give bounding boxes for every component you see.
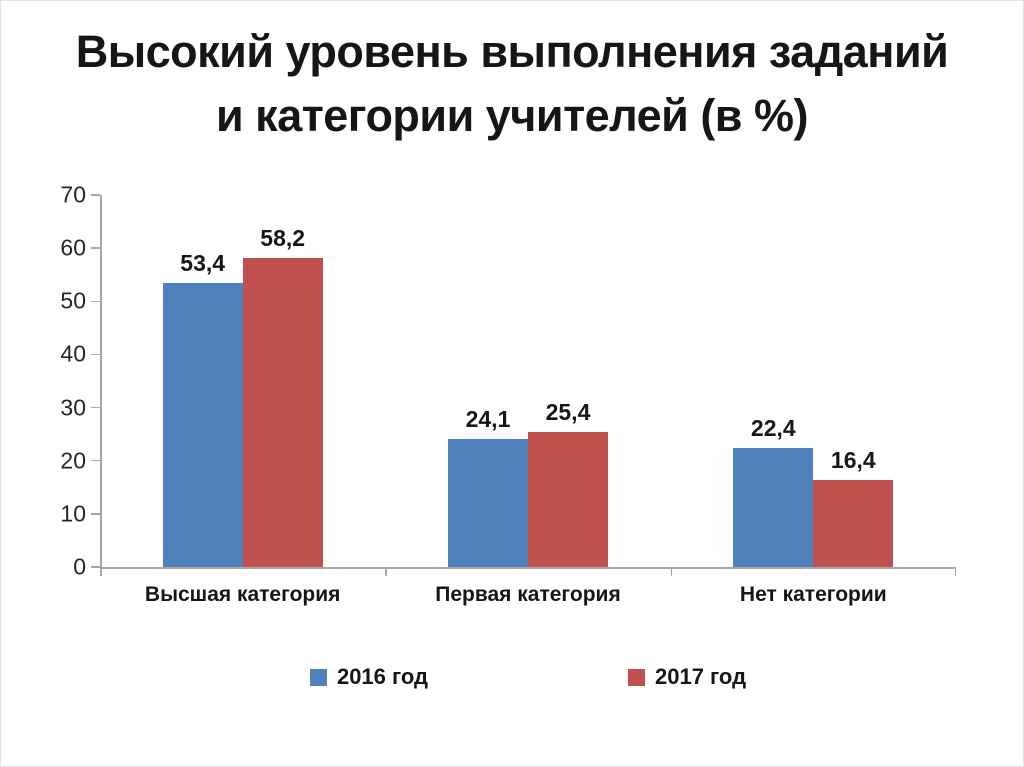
y-tick-label: 10 <box>60 500 86 527</box>
x-tick-mark <box>385 567 387 576</box>
category-label: Первая категория <box>435 583 621 606</box>
y-tick-mark <box>91 194 100 196</box>
legend-item: 2017 год <box>628 664 746 690</box>
x-tick-mark <box>954 567 956 576</box>
y-tick-mark <box>91 513 100 515</box>
y-tick-label: 0 <box>73 553 86 580</box>
bar-group: 24,1 25,4 <box>385 195 670 567</box>
legend-item: 2016 год <box>309 664 428 690</box>
category-label: Высшая категория <box>144 583 341 606</box>
y-axis-line <box>100 195 102 567</box>
bar-2016-год: 24,1 <box>447 406 528 567</box>
y-tick-mark <box>91 406 100 409</box>
y-tick-label: 60 <box>60 234 86 261</box>
y-tick-mark <box>91 459 100 462</box>
y-tick-label: 50 <box>60 287 86 314</box>
chart-title-line1: Высокий уровень выполнения заданий <box>75 26 949 77</box>
bar-2017-год: 25,4 <box>527 399 608 567</box>
x-axis-line <box>100 567 956 569</box>
y-tick-mark <box>91 566 100 568</box>
y-tick-mark <box>91 247 100 249</box>
bar-value-label: 25,4 <box>545 399 591 425</box>
chart-title-line2: и категории учителей (в %) <box>216 90 808 141</box>
bar-value-label: 24,1 <box>465 405 511 432</box>
bar-2016-год: 22,4 <box>733 415 814 567</box>
y-tick-label: 30 <box>60 394 86 421</box>
category-label: Нет категории <box>739 583 887 606</box>
x-tick-mark <box>100 567 102 576</box>
bar-value-label: 16,4 <box>830 446 876 473</box>
bar-value-label: 53,4 <box>180 250 226 277</box>
legend-label: 2016 год <box>336 664 428 689</box>
chart-title: Высокий уровень выполнения заданий и кат… <box>0 20 1024 148</box>
plot-area: 0 10 20 30 40 50 60 70 53,4 58,2 Высшая категория 2… <box>60 182 956 606</box>
bar-2017-год: 58,2 <box>242 225 323 567</box>
y-tick-label: 20 <box>60 447 86 474</box>
bar-group: 22,4 16,4 <box>671 195 956 567</box>
legend-swatch-2017-год <box>628 668 645 686</box>
y-tick-label: 40 <box>60 340 86 367</box>
bar-2017-год: 16,4 <box>813 447 894 567</box>
bar-value-label: 58,2 <box>260 224 306 251</box>
x-tick-mark <box>670 567 673 576</box>
bar-value-label: 22,4 <box>750 415 796 441</box>
legend-swatch-2016-год <box>309 668 327 686</box>
legend-label: 2017 год <box>655 664 747 689</box>
legend: 2016 год 2017 год <box>100 664 956 690</box>
y-tick-label: 70 <box>60 181 86 208</box>
y-tick-mark <box>91 300 100 303</box>
bar-group: 53,4 58,2 <box>100 195 385 567</box>
bar-2016-год: 53,4 <box>162 250 243 567</box>
y-tick-mark <box>91 353 100 356</box>
